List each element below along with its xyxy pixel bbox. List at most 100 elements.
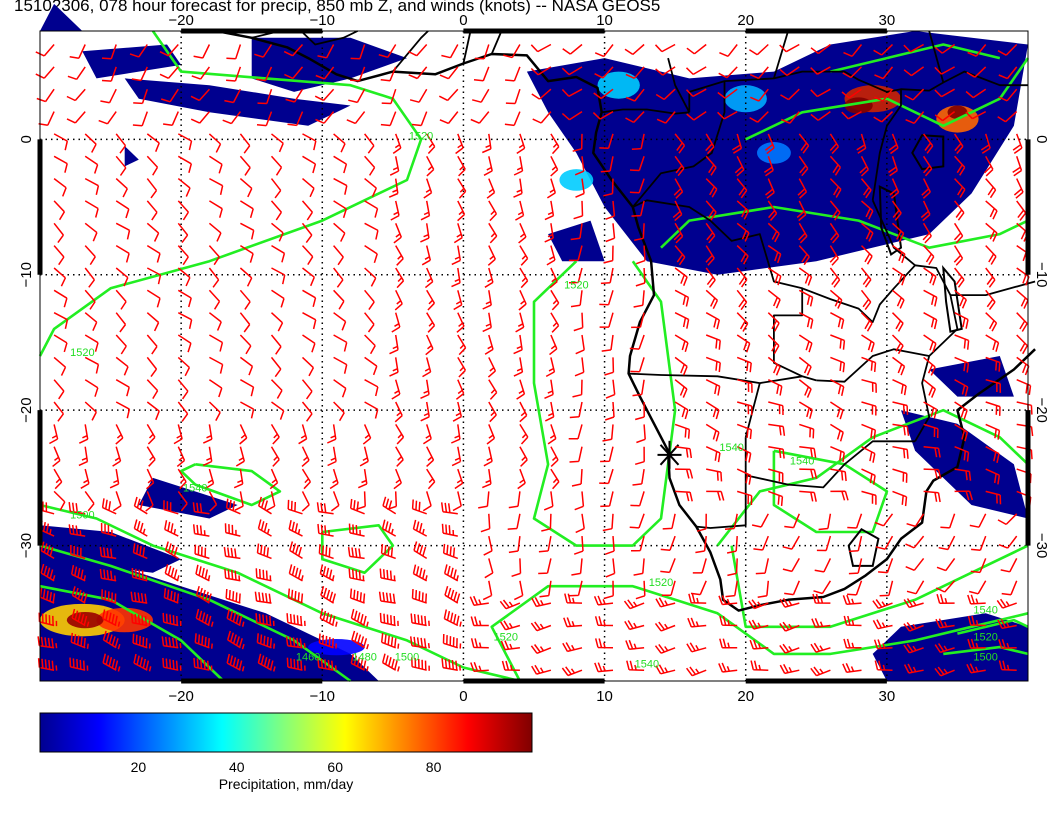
wind-barb-344 (378, 591, 396, 604)
wind-barb-697 (779, 66, 800, 77)
wind-barb-443 (518, 222, 527, 244)
wind-barb-710 (798, 356, 812, 376)
wind-barb-610 (685, 66, 707, 76)
wind-barb-624 (705, 379, 721, 396)
wind-barb-704 (798, 222, 808, 244)
wind-barb-583 (656, 111, 676, 124)
lat-label-right-1: −10 (1033, 262, 1050, 287)
contour-labels: 1520 1520 1520 1540 1500 1540 1540 1520 1520 1540… (70, 130, 998, 670)
wind-barb-775 (847, 513, 863, 529)
wind-barb-371 (413, 541, 428, 560)
wind-barb-284 (318, 544, 334, 560)
contour-label-15: 1500 (395, 652, 419, 664)
wind-barb-560 (635, 245, 646, 265)
wind-barb-47 (78, 446, 89, 467)
lon-label-bottom-5: 30 (879, 688, 896, 705)
wind-barb-766 (860, 312, 873, 332)
wind-barb-381 (455, 133, 464, 155)
wind-barb-702 (797, 178, 808, 199)
wind-barb-274 (333, 334, 348, 352)
wind-barb-855 (954, 356, 970, 373)
wind-barb-416 (484, 267, 494, 288)
wind-barb-787 (888, 133, 899, 155)
wind-barb-203 (254, 44, 273, 58)
wind-barb-573 (630, 535, 645, 552)
wind-barb-808 (872, 599, 893, 610)
wind-barb-318 (350, 653, 369, 672)
wind-barb-609 (686, 43, 707, 55)
wind-barb-480 (544, 401, 555, 422)
wind-barb-592 (674, 312, 690, 329)
wind-barb-899 (997, 43, 1018, 56)
wind-barb-140 (164, 564, 180, 582)
wind-barb-587 (672, 200, 683, 222)
wind-barb-556 (629, 156, 645, 172)
wind-barb-62 (115, 133, 127, 154)
wind-barb-709 (798, 334, 813, 353)
wind-barb-328 (395, 245, 404, 266)
wind-barb-803 (892, 490, 908, 507)
wind-barb-179 (239, 155, 251, 176)
wind-barb-326 (390, 200, 400, 221)
wind-barb-14 (53, 356, 67, 376)
wind-barb-229 (255, 613, 275, 627)
wind-barb-848 (954, 200, 965, 221)
lon-label-top-3: 10 (596, 12, 613, 29)
wind-barb-846 (954, 155, 966, 176)
contour-label-2: 1520 (70, 347, 94, 359)
wind-barb-541 (599, 468, 614, 485)
wind-barb-80 (100, 522, 117, 537)
wind-barb-145 (193, 44, 211, 59)
wind-barb-271 (333, 267, 344, 288)
wind-barb-406 (474, 44, 490, 60)
wind-barb-684 (768, 423, 786, 436)
wind-barb-771 (861, 423, 877, 440)
wind-barb-169 (195, 564, 211, 582)
contour-label-5: 1540 (719, 442, 743, 454)
wind-barb-236 (302, 133, 317, 151)
wind-barb-568 (636, 424, 646, 444)
wind-barb-375 (409, 636, 430, 649)
wind-barb-155 (208, 267, 220, 288)
height-contour-1 (532, 260, 677, 547)
wind-barb-398 (440, 502, 458, 515)
wind-barb-862 (940, 513, 956, 529)
precip-area-11 (40, 3, 83, 32)
wind-barb-513 (574, 491, 585, 511)
wind-barb-304 (364, 356, 378, 376)
wind-barb-578 (625, 639, 645, 650)
wind-barb-827 (923, 379, 936, 398)
wind-barb-422 (488, 401, 497, 423)
wind-barb-889 (985, 468, 1001, 485)
wind-barb-314 (348, 568, 365, 582)
wind-barb-278 (326, 424, 337, 444)
wind-barb-45 (84, 401, 97, 421)
wind-barb-751 (811, 618, 831, 629)
wind-barb-562 (633, 290, 645, 308)
wind-barb-218 (270, 379, 283, 399)
wind-barb-1 (35, 66, 55, 79)
wind-barb-53 (70, 564, 87, 582)
wind-barb-615 (705, 178, 718, 198)
wind-barb-181 (240, 200, 254, 219)
wind-barb-597 (674, 423, 691, 439)
colorbar-tick-label-3: 80 (426, 759, 442, 775)
wind-barb-332 (389, 334, 399, 355)
wind-barb-445 (519, 267, 529, 289)
wind-barb-303 (364, 334, 376, 355)
wind-barb-815 (905, 111, 925, 124)
wind-barb-784 (874, 66, 894, 80)
wind-barb-713 (799, 423, 815, 439)
wind-barb-66 (115, 222, 131, 240)
wind-barb-153 (208, 222, 222, 242)
contour-label-7: 1520 (494, 631, 518, 643)
wind-barb-654 (737, 401, 753, 416)
wind-barb-881 (985, 289, 996, 311)
wind-barb-818 (921, 178, 931, 199)
wind-barb-737 (830, 312, 845, 329)
wind-barb-712 (798, 401, 813, 419)
wind-barb-659 (724, 513, 738, 530)
wind-barb-424 (483, 446, 493, 467)
wind-barb-410 (482, 133, 492, 154)
wind-barb-612 (686, 110, 707, 121)
